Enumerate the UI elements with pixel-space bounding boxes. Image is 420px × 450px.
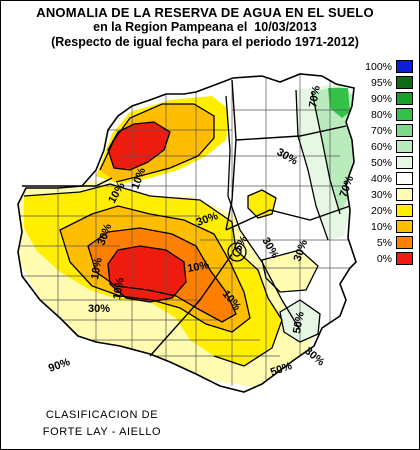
zone-80-northeast xyxy=(328,88,350,118)
zone-0-north xyxy=(108,122,170,170)
legend-entry: 80% xyxy=(360,108,418,122)
legend-swatch xyxy=(396,156,413,169)
contour-label: 70% xyxy=(307,85,323,109)
zone-yellow-east-pocket-2 xyxy=(262,250,318,292)
legend-swatch xyxy=(396,60,413,73)
subtitle-prefix: en la Region Pampeana el xyxy=(93,20,248,34)
legend-entry: 40% xyxy=(360,172,418,186)
legend-entry: 5% xyxy=(360,236,418,250)
legend-swatch xyxy=(396,172,413,185)
classification-credit-line2: FORTE LAY - AIELLO xyxy=(42,426,162,438)
legend-swatch xyxy=(396,204,413,217)
legend-swatch xyxy=(396,220,413,233)
province-borders xyxy=(22,79,351,357)
legend-swatch xyxy=(396,92,413,105)
contour-label: 10% xyxy=(111,277,127,301)
legend-swatch xyxy=(396,188,413,201)
legend-entry: 100% xyxy=(360,60,418,74)
classification-credit-line1: CLASIFICACION DE xyxy=(45,409,159,421)
legend-entry: 20% xyxy=(360,204,418,218)
legend-label: 30% xyxy=(370,189,392,201)
legend-label: 70% xyxy=(370,125,392,137)
legend-entry: 0% xyxy=(360,252,418,266)
legend-swatch xyxy=(396,108,413,121)
region-outline xyxy=(17,73,357,393)
legend-label: 40% xyxy=(370,173,392,185)
legend-swatch xyxy=(396,140,413,153)
legend-label: 95% xyxy=(370,77,392,89)
legend-entry: 60% xyxy=(360,140,418,154)
contour-label: 30% xyxy=(88,303,110,315)
legend-swatch xyxy=(396,252,413,265)
map-reference-period: (Respecto de igual fecha para el periodo… xyxy=(51,35,359,49)
map-subtitle: en la Region Pampeana el 10/03/2013 xyxy=(0,20,410,34)
zone-60-east xyxy=(312,86,354,214)
isolines xyxy=(23,89,341,367)
legend-swatch xyxy=(396,124,413,137)
legend-label: 50% xyxy=(370,157,392,169)
legend-label: 5% xyxy=(376,237,392,249)
legend-label: 10% xyxy=(370,221,392,233)
legend-label: 0% xyxy=(376,253,392,265)
map-date: 10/03/2013 xyxy=(254,20,317,34)
legend-swatch xyxy=(396,236,413,249)
legend-entry: 10% xyxy=(360,220,418,234)
contour-label: 10% xyxy=(89,257,105,281)
legend-label: 20% xyxy=(370,205,392,217)
legend-entry: 90% xyxy=(360,92,418,106)
legend-swatch xyxy=(396,76,413,89)
legend-label: 80% xyxy=(370,109,392,121)
legend-entry: 50% xyxy=(360,156,418,170)
contour-label: 10% xyxy=(186,259,210,275)
legend-label: 100% xyxy=(365,61,392,73)
boundaries xyxy=(20,74,356,386)
legend-entry: 95% xyxy=(360,76,418,90)
legend-label: 60% xyxy=(370,141,392,153)
contour-label: 50% xyxy=(291,311,307,335)
map-title: ANOMALIA DE LA RESERVA DE AGUA EN EL SUE… xyxy=(36,5,374,20)
legend-entry: 70% xyxy=(360,124,418,138)
legend-entry: 30% xyxy=(360,188,418,202)
legend-label: 90% xyxy=(370,93,392,105)
